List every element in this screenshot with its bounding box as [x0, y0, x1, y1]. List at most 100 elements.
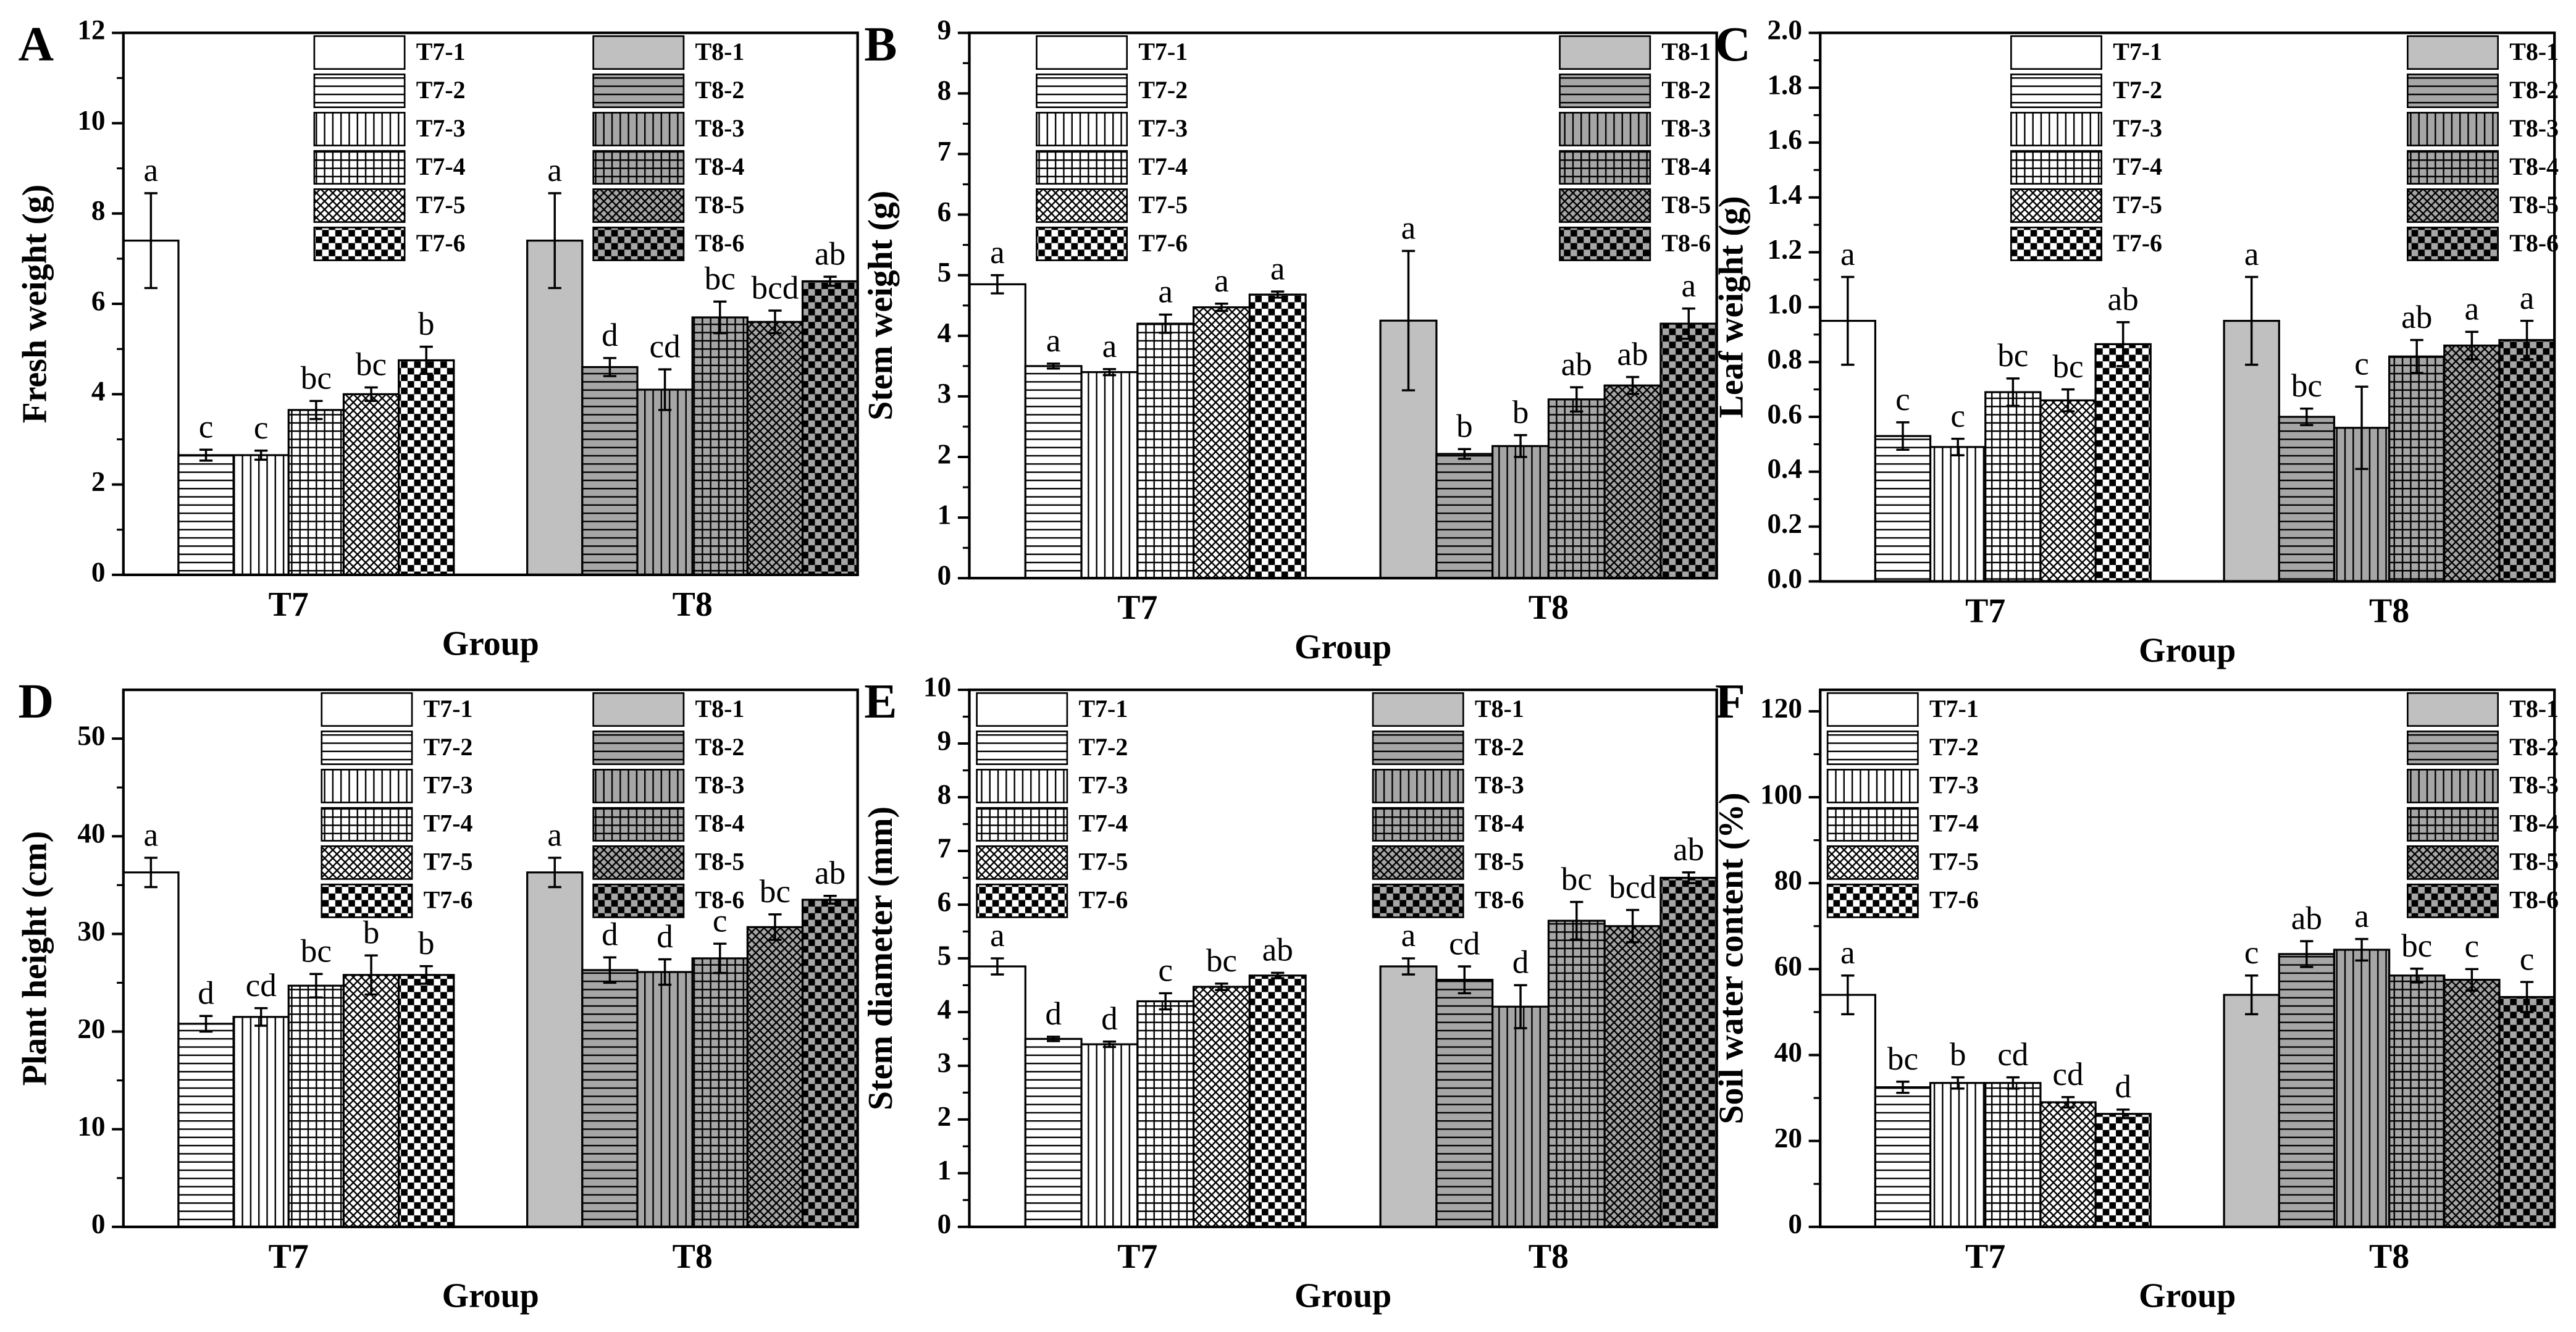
- legend-swatch: [592, 731, 685, 765]
- y-tick-label: 2: [938, 438, 952, 469]
- x-tick-label: T8: [1529, 589, 1569, 627]
- legend-label: T7-3: [416, 114, 466, 142]
- legend-label: T8-4: [1475, 810, 1524, 837]
- legend-label: T8-6: [2509, 229, 2559, 257]
- legend-label: T8-5: [695, 191, 745, 219]
- bar: [1984, 1082, 2042, 1228]
- significance-letter: bcd: [1609, 869, 1656, 905]
- significance-letter: a: [990, 917, 1005, 953]
- y-axis-label: Soil water content (%): [1713, 792, 1751, 1124]
- bar: [1603, 384, 1662, 579]
- legend-label: T7-2: [2113, 76, 2162, 104]
- y-tick-label: 6: [91, 285, 106, 316]
- error-bar: [144, 192, 158, 290]
- y-tick-label: 0: [938, 1208, 952, 1239]
- significance-letter: a: [144, 152, 159, 188]
- legend-swatch: [321, 768, 413, 803]
- error-bar: [1102, 1040, 1117, 1049]
- significance-letter: cd: [246, 967, 277, 1003]
- legend-swatch: [1036, 112, 1128, 146]
- bar: [1435, 979, 1494, 1228]
- significance-letter: c: [254, 409, 269, 446]
- y-tick-label: 120: [1760, 693, 1802, 724]
- error-bar: [309, 973, 323, 999]
- y-tick-label: 8: [938, 779, 952, 810]
- legend-swatch: [2407, 112, 2499, 146]
- significance-letter: bc: [1997, 337, 2028, 374]
- y-tick-label: 40: [77, 818, 105, 849]
- y-tick-label: 0: [91, 556, 106, 587]
- bar: [1819, 994, 1876, 1228]
- legend-label: T7-2: [1929, 733, 1979, 761]
- x-axis-label: Group: [442, 625, 539, 663]
- error-bar: [2006, 377, 2020, 407]
- legend-label: T7-4: [424, 810, 473, 837]
- error-bar: [1570, 900, 1584, 941]
- bar: [1659, 876, 1718, 1228]
- error-bar: [768, 309, 782, 335]
- y-tick-label: 0: [1788, 1208, 1802, 1239]
- axes-frame: [968, 31, 1718, 580]
- significance-letter: bc: [2401, 928, 2432, 964]
- significance-letter: b: [1950, 1036, 1966, 1073]
- legend-label: T8-2: [695, 733, 745, 761]
- legend-swatch: [2010, 188, 2102, 223]
- panel-label: F: [1715, 674, 1745, 729]
- error-bar: [2410, 967, 2423, 984]
- significance-letter: ab: [1262, 932, 1293, 968]
- error-bar: [1841, 974, 1855, 1016]
- bar: [2443, 979, 2501, 1228]
- legend-label: T7-6: [2113, 229, 2162, 257]
- error-bar: [199, 448, 213, 462]
- y-tick-label: 0: [938, 560, 952, 591]
- legend-label: T7-5: [2113, 191, 2162, 219]
- legend-label: T8-1: [695, 695, 745, 723]
- bar: [122, 871, 180, 1228]
- legend-label: T8-2: [1661, 76, 1711, 104]
- legend-label: T7-6: [416, 229, 466, 257]
- legend-label: T8-5: [1475, 848, 1524, 876]
- y-tick-label: 6: [938, 196, 952, 227]
- significance-letter: a: [1158, 274, 1173, 310]
- legend-swatch: [2407, 768, 2499, 803]
- y-tick-label: 0.8: [1767, 344, 1802, 375]
- legend-swatch: [1826, 692, 1919, 727]
- y-tick-label: 10: [923, 671, 951, 702]
- significance-letter: ab: [2401, 299, 2432, 335]
- legend-label: T7-1: [424, 695, 473, 723]
- x-tick-label: T8: [1529, 1238, 1569, 1276]
- significance-letter: a: [2465, 291, 2480, 327]
- error-bar: [2006, 1076, 2020, 1090]
- bar: [1192, 306, 1251, 579]
- y-axis-label: Plant height (cm): [15, 831, 54, 1086]
- significance-letter: c: [1158, 952, 1173, 989]
- y-tick-label: 1.6: [1767, 124, 1802, 155]
- bar: [636, 971, 694, 1228]
- significance-letter: bc: [356, 346, 387, 383]
- legend-label: T8-3: [1475, 771, 1524, 799]
- legend-swatch: [1826, 883, 1919, 918]
- legend-label: T7-4: [1079, 810, 1128, 837]
- error-bar: [364, 954, 378, 996]
- legend-swatch: [2407, 692, 2499, 727]
- y-tick-label: 3: [938, 1047, 952, 1078]
- axes-frame: [1819, 688, 2556, 1228]
- bar: [287, 984, 345, 1228]
- error-bar: [603, 357, 617, 377]
- x-axis-label: Group: [2139, 1277, 2236, 1315]
- significance-letter: a: [1270, 250, 1285, 287]
- significance-letter: a: [144, 816, 159, 853]
- bar: [2278, 953, 2336, 1228]
- significance-letter: d: [1512, 944, 1529, 981]
- axes-frame: [1819, 31, 2556, 583]
- error-bar: [1047, 1036, 1060, 1042]
- significance-letter: cd: [1449, 925, 1480, 961]
- significance-letter: d: [198, 975, 214, 1012]
- error-bar: [1626, 908, 1640, 944]
- legend-swatch: [976, 845, 1068, 880]
- significance-letter: bc: [301, 933, 332, 970]
- bar: [232, 454, 290, 576]
